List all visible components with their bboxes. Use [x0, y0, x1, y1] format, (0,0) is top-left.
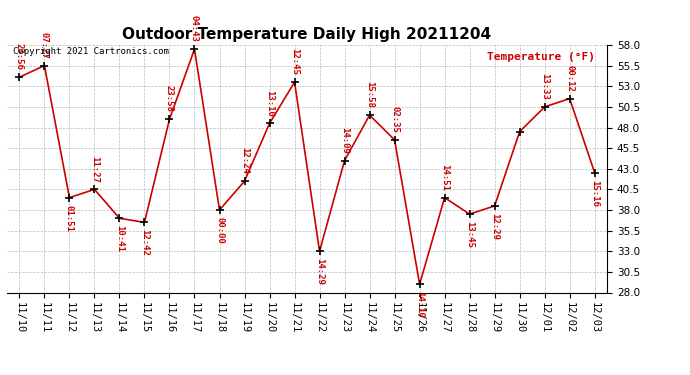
Text: 12:42: 12:42 [140, 230, 149, 256]
Text: 00:12: 00:12 [565, 65, 574, 92]
Text: 23:58: 23:58 [165, 86, 174, 112]
Text: 13:33: 13:33 [540, 73, 549, 100]
Text: 23:56: 23:56 [15, 44, 24, 70]
Title: Outdoor Temperature Daily High 20211204: Outdoor Temperature Daily High 20211204 [123, 27, 491, 42]
Text: 00:00: 00:00 [215, 217, 224, 244]
Text: 10:41: 10:41 [115, 225, 124, 252]
Text: 13:10: 13:10 [265, 90, 274, 116]
Text: 12:45: 12:45 [290, 48, 299, 75]
Text: 15:58: 15:58 [365, 81, 374, 108]
Text: 07:27: 07:27 [40, 32, 49, 58]
Text: 02:35: 02:35 [390, 106, 399, 133]
Text: 01:51: 01:51 [65, 205, 74, 231]
Text: 12:29: 12:29 [490, 213, 499, 240]
Text: 15:16: 15:16 [590, 180, 599, 207]
Text: 14:51: 14:51 [440, 164, 449, 190]
Text: Temperature (°F): Temperature (°F) [487, 53, 595, 62]
Text: 04:43: 04:43 [190, 15, 199, 42]
Text: 14:10: 14:10 [415, 291, 424, 318]
Text: 14:09: 14:09 [340, 127, 349, 153]
Text: 12:24: 12:24 [240, 147, 249, 174]
Text: Copyright 2021 Cartronics.com: Copyright 2021 Cartronics.com [13, 48, 169, 57]
Text: 13:45: 13:45 [465, 221, 474, 248]
Text: 11:27: 11:27 [90, 156, 99, 182]
Text: 14:29: 14:29 [315, 258, 324, 285]
